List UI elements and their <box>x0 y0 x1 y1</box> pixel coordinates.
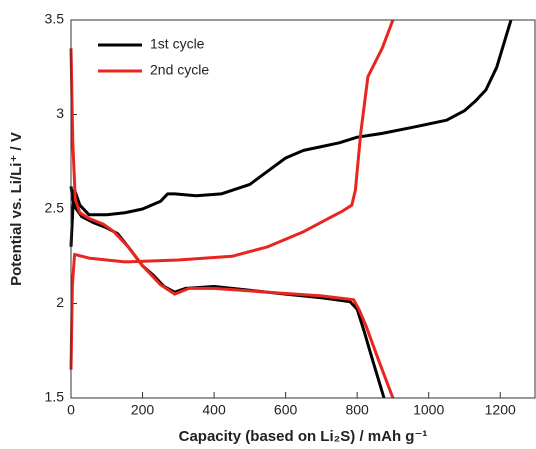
plot-frame <box>70 19 536 399</box>
series-line <box>69 19 513 399</box>
x-tick-label: 600 <box>274 402 298 418</box>
x-tick-label: 800 <box>345 402 369 418</box>
x-tick-label: 1000 <box>413 402 444 418</box>
legend-label: 1st cycle <box>150 36 205 52</box>
y-tick-label: 3 <box>56 105 64 121</box>
x-tick-label: 1200 <box>485 402 516 418</box>
x-axis-title: Capacity (based on Li₂S) / mAh g⁻¹ <box>179 428 428 445</box>
y-axis-title: Potential vs. Li/Li⁺ / V <box>8 132 25 286</box>
legend-label: 2nd cycle <box>150 62 209 78</box>
y-tick-label: 2.5 <box>45 200 65 216</box>
series-line <box>69 19 395 399</box>
x-tick-label: 200 <box>131 402 155 418</box>
y-tick-label: 1.5 <box>45 389 65 405</box>
y-tick-label: 2 <box>56 294 64 310</box>
x-tick-label: 400 <box>202 402 226 418</box>
y-tick-label: 3.5 <box>45 11 65 27</box>
x-tick-label: 0 <box>67 402 75 418</box>
